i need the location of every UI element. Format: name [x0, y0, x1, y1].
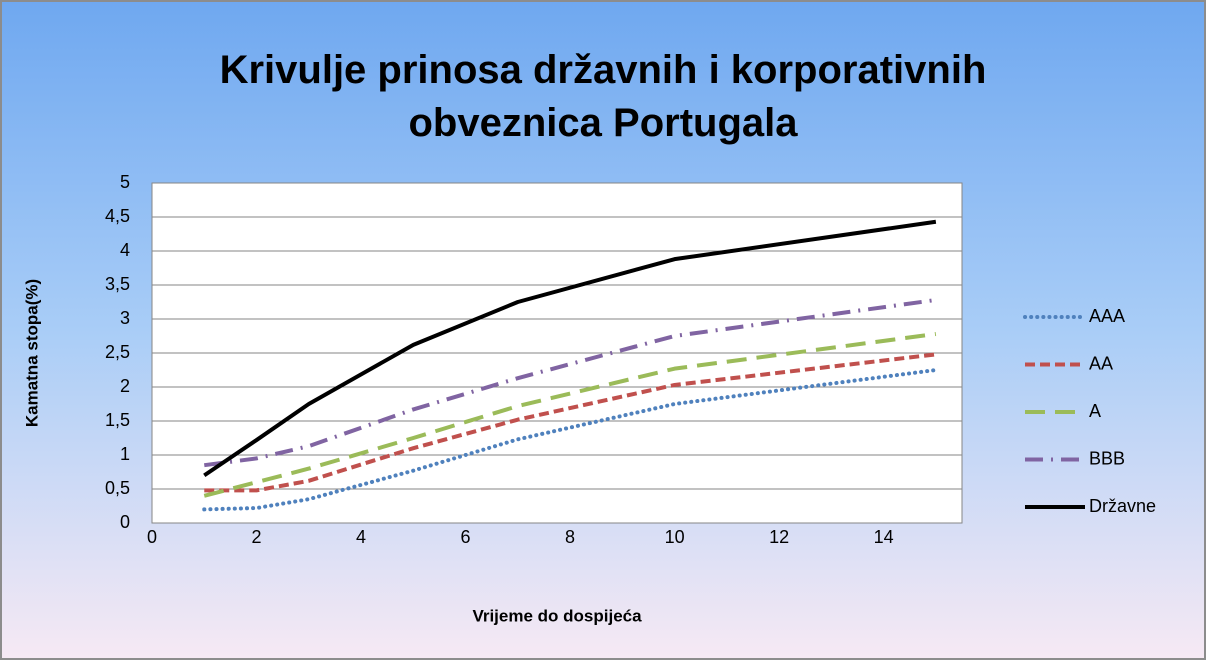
y-tick-label: 4	[120, 240, 130, 260]
y-tick-label: 2	[120, 376, 130, 396]
x-tick-label: 14	[874, 527, 894, 547]
y-tick-label: 3	[120, 308, 130, 328]
y-tick-label: 5	[120, 172, 130, 192]
x-tick-label: 10	[665, 527, 685, 547]
y-tick-label: 0,5	[105, 478, 130, 498]
y-tick-label: 0	[120, 512, 130, 532]
legend-label: AA	[1089, 353, 1113, 373]
series-line	[202, 368, 938, 512]
series-line	[204, 352, 937, 493]
series-line	[203, 331, 937, 498]
y-axis-label: Kamatna stopa(%)	[22, 279, 41, 427]
x-tick-label: 6	[461, 527, 471, 547]
x-tick-label: 2	[252, 527, 262, 547]
plot-border	[151, 182, 963, 524]
y-tick-label: 4,5	[105, 206, 130, 226]
y-tick-label: 3,5	[105, 274, 130, 294]
x-tick-label: 8	[565, 527, 575, 547]
y-tick-label: 1,5	[105, 410, 130, 430]
series-line	[203, 297, 937, 468]
chart-title: Krivulje prinosa državnih i korporativni…	[219, 48, 987, 145]
y-tick-label: 1	[120, 444, 130, 464]
legend-label: BBB	[1089, 448, 1125, 468]
x-tick-label: 0	[147, 527, 157, 547]
x-tick-label: 4	[356, 527, 366, 547]
series-line	[203, 219, 937, 478]
y-tick-label: 2,5	[105, 342, 130, 362]
legend-label: Državne	[1089, 496, 1156, 516]
x-axis-label: Vrijeme do dospijeća	[472, 606, 642, 625]
legend-label: A	[1089, 401, 1101, 421]
legend-label: AAA	[1089, 306, 1125, 326]
x-tick-label: 12	[769, 527, 789, 547]
